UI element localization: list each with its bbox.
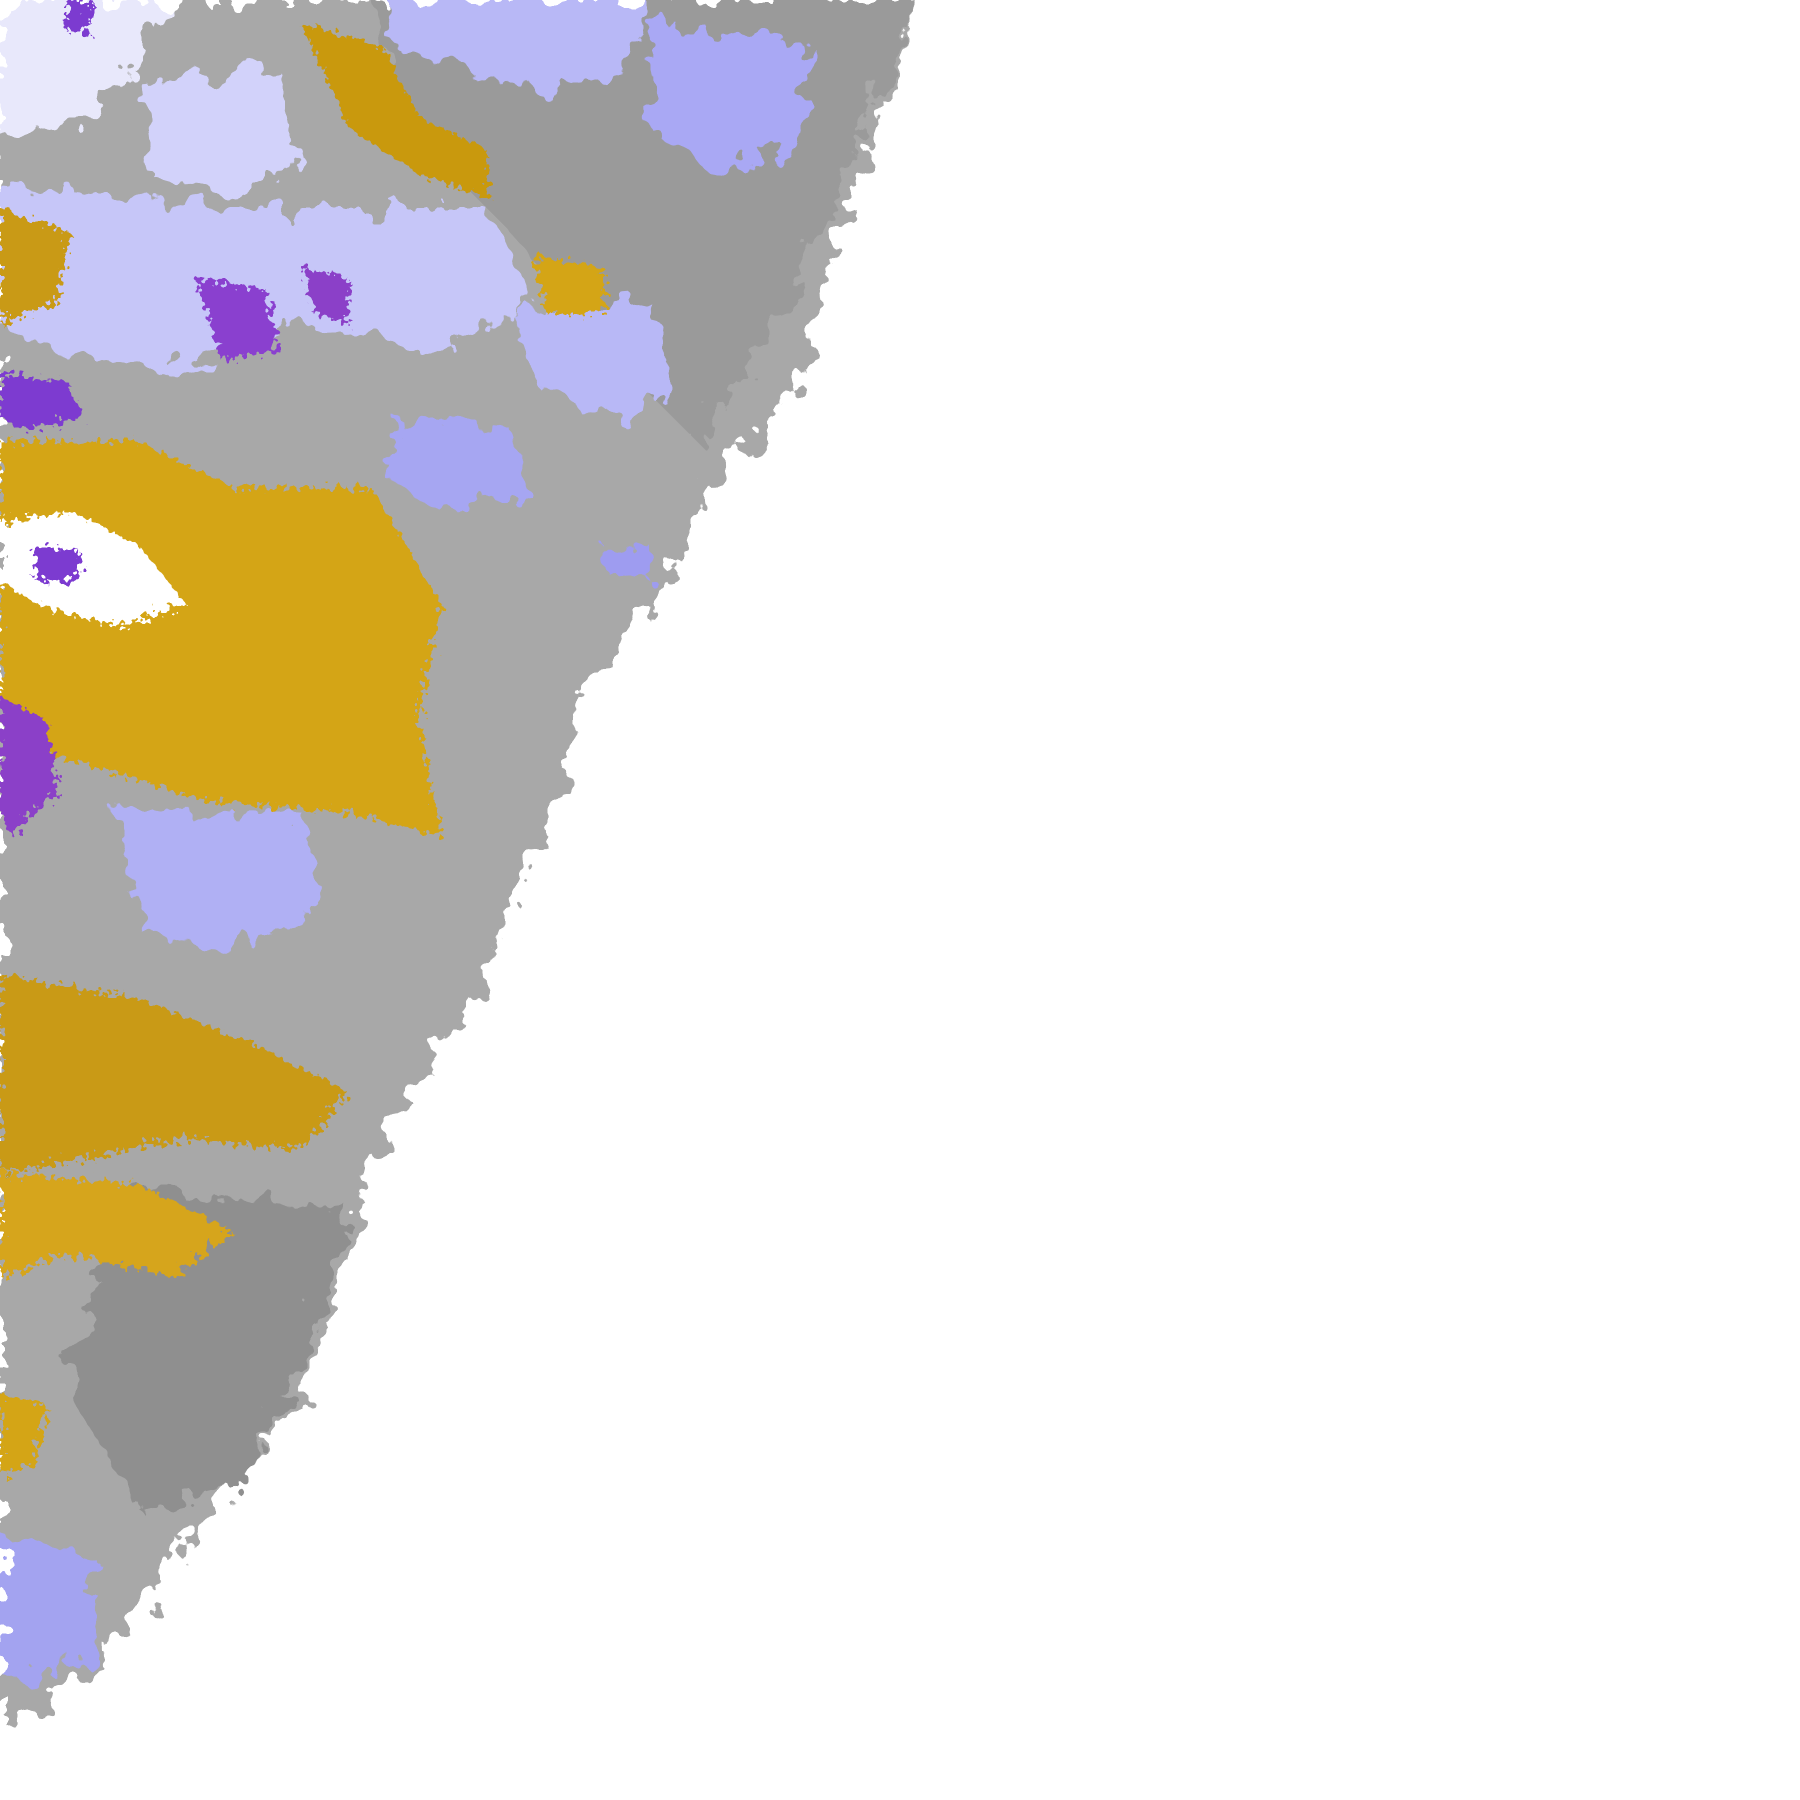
cloud-layer-gold [0, 23, 604, 1475]
lavender-cloud [383, 418, 535, 511]
lavender-cloud [0, 0, 163, 140]
gold-cloud [534, 255, 604, 314]
lavender-cloud [0, 185, 535, 372]
gold-cloud [0, 1172, 233, 1278]
gold-cloud [0, 975, 349, 1173]
lavender-cloud [139, 69, 302, 198]
lavender-cloud [116, 812, 326, 953]
purple-cloud [197, 278, 279, 360]
purple-cloud [0, 696, 59, 837]
lavender-cloud [510, 301, 674, 419]
purple-cloud [0, 371, 82, 430]
purple-cloud [34, 545, 82, 581]
lavender-cloud [0, 1532, 93, 1684]
purple-cloud [63, 0, 93, 35]
cloud-layer-purple [0, 0, 349, 837]
gold-cloud [0, 1393, 47, 1475]
gold-cloud [301, 23, 488, 198]
lavender-cloud [650, 23, 813, 175]
cloud-layer-lavender [0, 0, 813, 1684]
lavender-cloud [603, 545, 651, 581]
lavender-cloud [383, 0, 651, 93]
purple-cloud [301, 267, 349, 326]
gold-cloud [0, 209, 70, 326]
clear-gap [0, 510, 186, 628]
